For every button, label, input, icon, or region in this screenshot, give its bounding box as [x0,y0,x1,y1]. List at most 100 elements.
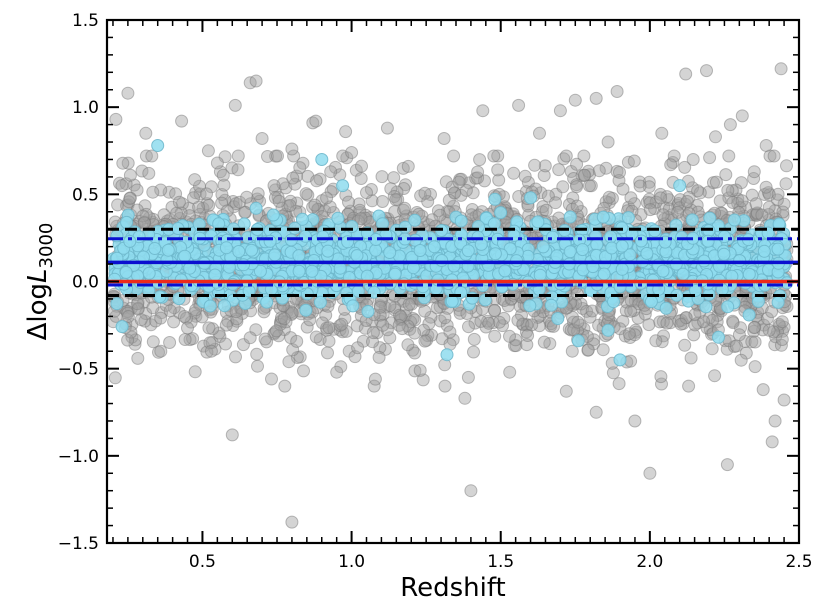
sample-point [570,199,584,213]
highlight-point [597,267,611,281]
sample-point [511,313,525,327]
highlight-point [488,247,502,261]
highlight-point [305,264,319,278]
sample-point [285,142,299,156]
sample-point [339,125,353,139]
sample-point [109,112,123,126]
highlight-point [550,249,564,263]
highlight-point [656,264,670,278]
sample-point [491,149,505,163]
sample-point [722,149,736,163]
highlight-point [604,230,618,244]
highlight-point [615,262,629,276]
sample-point [212,326,226,340]
sample-point [723,118,737,132]
sample-point [300,320,314,334]
sample-point [568,93,582,107]
highlight-point [717,247,731,261]
sample-point [779,177,793,191]
sample-point [571,315,585,329]
highlight-point [245,243,258,257]
highlight-point [551,312,565,325]
highlight-point [685,213,699,227]
sample-point [762,323,776,337]
highlight-point [440,348,454,362]
sample-point [570,157,584,171]
sample-point [395,322,409,336]
sample-point [533,126,546,140]
sample-point [272,194,286,208]
sample-point [339,324,353,338]
highlight-point [531,215,545,229]
sample-point [265,372,278,386]
sample-point [309,330,323,344]
highlight-point [237,258,250,272]
sample-point [131,351,145,365]
highlight-point [268,248,282,262]
highlight-point [361,305,375,318]
sample-point [397,182,411,195]
sample-point [592,164,606,178]
highlight-point [454,214,468,228]
sample-point [759,180,773,194]
x-tick-label: 2.5 [785,552,812,572]
highlight-point [178,249,192,263]
sample-point [174,206,188,220]
sample-point [309,114,323,128]
sample-point [355,159,368,173]
sample-point [387,171,401,185]
highlight-point [208,268,222,282]
sample-point [204,344,218,358]
sample-point [461,370,475,384]
sample-point [154,344,168,358]
highlight-point [142,266,156,280]
sample-point [715,206,729,220]
highlight-point [615,239,629,253]
sample-point [503,329,516,343]
sample-point [720,458,734,472]
sample-point [678,338,692,352]
sample-point [780,159,793,173]
sample-point [240,190,254,204]
sample-point [285,515,299,529]
sample-point [440,318,454,332]
sample-point [566,191,580,205]
sample-point [556,180,570,194]
highlight-point [408,213,422,227]
sample-point [705,342,719,356]
sample-point [116,156,130,170]
y-tick-label: −0.5 [58,360,99,380]
sample-point [255,132,269,145]
sample-point [487,149,501,163]
sample-point [297,364,310,378]
sample-point [383,331,397,345]
sample-point [354,212,368,226]
sample-point [418,334,432,348]
sample-point [466,186,480,200]
sample-point [589,405,603,419]
highlight-point [590,238,604,252]
sample-point [324,185,338,199]
sample-point [181,321,194,335]
highlight-point [494,206,508,220]
highlight-point [621,211,635,225]
sample-point [686,153,700,166]
sample-point [570,180,584,194]
sample-point [130,183,144,197]
sample-point [709,130,722,144]
sample-point [473,153,487,167]
sample-point [606,366,620,380]
sample-point [335,317,349,331]
sample-point [697,315,711,329]
sample-point [258,332,272,346]
highlight-point [148,242,162,255]
sample-point [251,359,264,373]
sample-point [301,188,315,202]
sample-point [324,165,338,179]
sample-point [139,149,153,163]
x-tick-label: 2.0 [636,552,663,572]
sample-point [430,301,444,315]
sample-point [775,315,789,329]
sample-point [687,328,701,342]
sample-point [178,333,192,346]
